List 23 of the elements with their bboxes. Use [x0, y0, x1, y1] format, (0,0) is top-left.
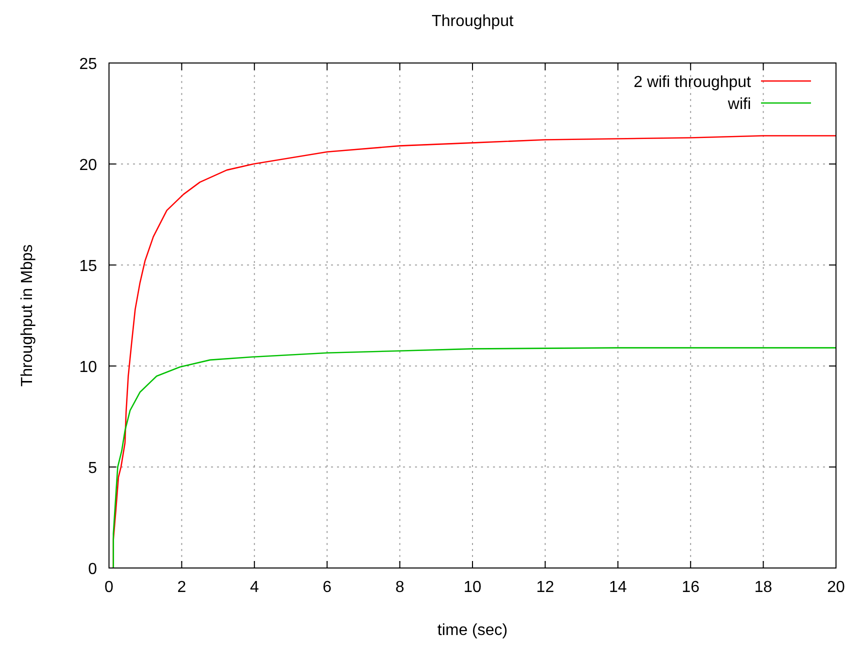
y-tick-label: 15 [79, 258, 98, 275]
line-series [112, 347, 837, 569]
y-axis-title: Throughput in Mbps [19, 244, 36, 387]
x-tick-label: 20 [827, 579, 845, 596]
legend-label: 2 wifi throughput [634, 74, 752, 91]
x-tick-label: 0 [104, 579, 114, 596]
y-tick-label: 25 [79, 56, 98, 73]
x-tick-label: 6 [322, 579, 332, 596]
x-tick-label: 14 [609, 579, 627, 596]
x-tick-label: 4 [250, 579, 259, 596]
x-tick-label: 16 [682, 579, 700, 596]
x-tick-label: 18 [754, 579, 772, 596]
x-tick-label: 2 [177, 579, 186, 596]
y-tick-label: 20 [79, 157, 98, 174]
x-axis-title: time (sec) [437, 622, 508, 639]
chart-title: Throughput [432, 13, 514, 30]
x-tick-label: 10 [464, 579, 482, 596]
legend-label: wifi [726, 96, 751, 113]
y-tick-label: 5 [88, 460, 98, 477]
y-tick-label: 0 [88, 561, 98, 578]
x-tick-label: 8 [395, 579, 404, 596]
x-tick-label: 12 [536, 579, 554, 596]
y-tick-label: 10 [79, 359, 98, 376]
